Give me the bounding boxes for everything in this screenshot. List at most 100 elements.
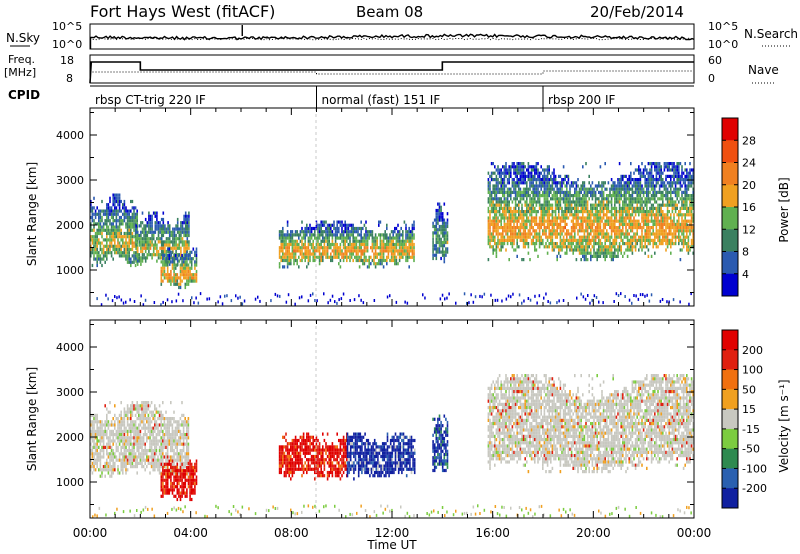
echo-cell — [631, 245, 634, 249]
echo-cell — [104, 238, 106, 242]
echo-cell — [494, 222, 496, 226]
echo-cell — [101, 429, 103, 433]
echo-cell — [657, 197, 659, 201]
echo-cell — [625, 232, 627, 236]
echo-cell — [176, 273, 179, 277]
echo-cell — [546, 190, 549, 194]
echo-cell — [472, 300, 475, 304]
echo-cell — [188, 233, 190, 238]
echo-cell — [641, 210, 643, 214]
echo-cell — [411, 230, 414, 234]
echo-cell — [410, 236, 412, 240]
echo-cell — [582, 229, 584, 233]
echo-cell — [187, 266, 190, 270]
echo-cell — [569, 245, 571, 249]
echo-cell — [522, 190, 525, 194]
echo-cell — [529, 213, 531, 217]
echo-cell — [280, 258, 282, 263]
echo-cell — [408, 249, 410, 253]
echo-cell — [634, 184, 637, 188]
echo-cell — [582, 194, 584, 198]
echo-cell — [347, 242, 350, 247]
echo-cell — [90, 244, 92, 248]
echo-cell — [344, 220, 346, 224]
echo-cell — [382, 249, 385, 253]
echo-cell — [625, 197, 627, 201]
echo-cell — [684, 222, 686, 226]
echo-cell — [331, 233, 334, 237]
echo-cell — [638, 222, 640, 226]
echo-cell — [657, 203, 659, 207]
echo-cell — [93, 241, 95, 245]
echo-cell — [542, 222, 544, 226]
echo-cell — [146, 233, 149, 238]
echo-cell — [510, 213, 512, 217]
echo-cell — [282, 252, 284, 256]
echo-cell — [160, 253, 163, 257]
echo-cell — [186, 266, 188, 270]
echo-cell — [379, 242, 382, 247]
echo-cell — [128, 235, 130, 239]
echo-cell — [532, 238, 534, 242]
echo-cell — [344, 239, 346, 243]
echo-cell — [166, 253, 169, 258]
echo-cell — [634, 197, 637, 201]
echo-cell — [433, 228, 436, 232]
echo-cell — [435, 224, 438, 229]
echo-cell — [278, 233, 281, 237]
echo-cell — [607, 194, 610, 198]
echo-cell — [574, 245, 576, 249]
echo-cell — [500, 238, 502, 242]
echo-cell — [521, 216, 523, 220]
echo-cell — [392, 239, 394, 243]
echo-cell — [638, 181, 640, 185]
echo-cell — [390, 258, 393, 263]
echo-cell — [402, 249, 404, 253]
echo-cell — [559, 222, 562, 226]
echo-cell — [687, 206, 690, 210]
echo-cell — [615, 187, 618, 191]
echo-cell — [532, 229, 534, 233]
echo-cell — [625, 242, 627, 246]
echo-cell — [333, 252, 335, 256]
echo-cell — [495, 181, 498, 185]
echo-cell — [497, 222, 499, 226]
echo-cell — [114, 219, 116, 223]
echo-cell — [590, 242, 592, 246]
echo-cell — [666, 190, 669, 194]
echo-cell — [676, 178, 678, 182]
echo-cell — [104, 212, 106, 216]
echo-cell — [631, 235, 634, 239]
echo-cell — [516, 174, 518, 178]
echo-cell — [171, 279, 174, 283]
echo-cell — [505, 213, 507, 217]
echo-cell — [602, 194, 605, 198]
echo-cell — [120, 298, 123, 302]
echo-cell — [665, 229, 667, 233]
echo-cell — [508, 190, 510, 194]
echo-cell — [623, 184, 626, 188]
echo-cell — [530, 213, 533, 217]
echo-cell — [519, 194, 522, 198]
echo-cell — [652, 178, 654, 182]
echo-cell — [631, 197, 634, 201]
echo-cell — [94, 247, 97, 252]
echo-cell — [487, 216, 490, 220]
echo-cell — [508, 165, 510, 169]
echo-cell — [279, 294, 281, 298]
echo-cell — [638, 238, 640, 242]
echo-cell — [626, 181, 629, 185]
echo-cell — [601, 216, 603, 220]
echo-cell — [622, 216, 624, 220]
echo-cell — [657, 232, 659, 236]
echo-cell — [495, 210, 498, 214]
echo-cell — [494, 219, 496, 223]
echo-cell — [657, 219, 659, 223]
echo-cell — [487, 197, 490, 201]
echo-cell — [99, 228, 102, 232]
echo-cell — [610, 213, 613, 217]
echo-cell — [288, 262, 290, 266]
echo-cell — [349, 239, 351, 243]
echo-cell — [333, 226, 335, 231]
echo-cell — [625, 216, 627, 220]
